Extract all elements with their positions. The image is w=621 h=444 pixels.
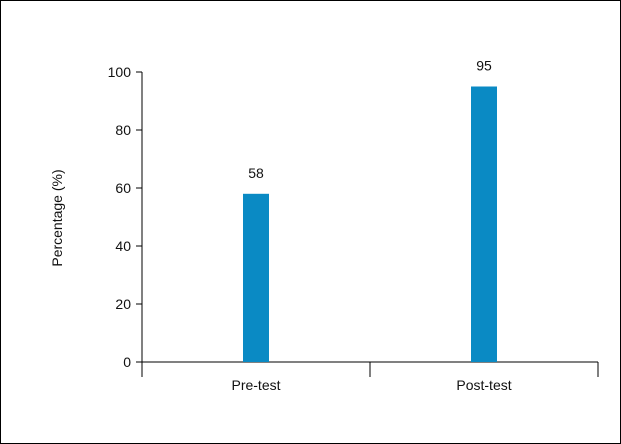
y-axis: 0 20 40 60 80 100 xyxy=(108,64,143,370)
data-labels: 58 95 xyxy=(248,58,492,181)
x-axis: Pre-test Post-test xyxy=(141,361,599,393)
bars xyxy=(243,86,497,362)
x-category-label: Post-test xyxy=(456,377,511,393)
bar-pre-test xyxy=(243,193,269,362)
y-tick-label: 100 xyxy=(108,64,132,80)
x-category-label: Pre-test xyxy=(231,377,280,393)
data-label: 95 xyxy=(476,58,492,74)
y-axis-title: Percentage (%) xyxy=(49,169,65,266)
y-tick-label: 60 xyxy=(115,180,131,196)
y-tick-label: 20 xyxy=(115,296,131,312)
bar-post-test xyxy=(471,86,497,362)
data-label: 58 xyxy=(248,165,264,181)
y-tick-label: 40 xyxy=(115,238,131,254)
y-tick-label: 0 xyxy=(123,354,131,370)
y-tick-label: 80 xyxy=(115,122,131,138)
